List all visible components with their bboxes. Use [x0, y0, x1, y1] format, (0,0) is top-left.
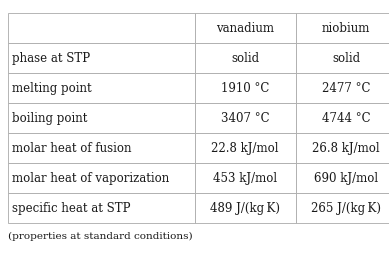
Bar: [8, 193, 194, 223]
Text: 22.8 kJ/mol: 22.8 kJ/mol: [211, 142, 279, 155]
Text: 2477 °C: 2477 °C: [322, 82, 370, 94]
Text: phase at STP: phase at STP: [12, 52, 91, 64]
Text: specific heat at STP: specific heat at STP: [12, 202, 131, 215]
Bar: [194, 103, 296, 133]
Text: 489 J/(kg K): 489 J/(kg K): [210, 202, 280, 215]
Text: vanadium: vanadium: [216, 22, 274, 34]
Bar: [8, 13, 194, 43]
Bar: [296, 163, 389, 193]
Text: 453 kJ/mol: 453 kJ/mol: [213, 172, 277, 185]
Bar: [194, 73, 296, 103]
Bar: [8, 163, 194, 193]
Bar: [296, 73, 389, 103]
Text: molar heat of vaporization: molar heat of vaporization: [12, 172, 170, 185]
Text: 3407 °C: 3407 °C: [221, 112, 269, 124]
Bar: [194, 13, 296, 43]
Bar: [296, 133, 389, 163]
Bar: [8, 43, 194, 73]
Bar: [194, 193, 296, 223]
Bar: [194, 163, 296, 193]
Text: solid: solid: [332, 52, 360, 64]
Bar: [296, 193, 389, 223]
Text: solid: solid: [231, 52, 259, 64]
Text: boiling point: boiling point: [12, 112, 88, 124]
Bar: [296, 13, 389, 43]
Bar: [8, 103, 194, 133]
Text: melting point: melting point: [12, 82, 92, 94]
Bar: [194, 133, 296, 163]
Text: niobium: niobium: [322, 22, 370, 34]
Text: 265 J/(kg K): 265 J/(kg K): [311, 202, 381, 215]
Bar: [296, 43, 389, 73]
Text: 26.8 kJ/mol: 26.8 kJ/mol: [312, 142, 380, 155]
Bar: [194, 43, 296, 73]
Bar: [8, 133, 194, 163]
Text: 1910 °C: 1910 °C: [221, 82, 269, 94]
Bar: [8, 73, 194, 103]
Text: 690 kJ/mol: 690 kJ/mol: [314, 172, 378, 185]
Text: (properties at standard conditions): (properties at standard conditions): [8, 232, 193, 241]
Text: 4744 °C: 4744 °C: [322, 112, 370, 124]
Bar: [296, 103, 389, 133]
Text: molar heat of fusion: molar heat of fusion: [12, 142, 132, 155]
